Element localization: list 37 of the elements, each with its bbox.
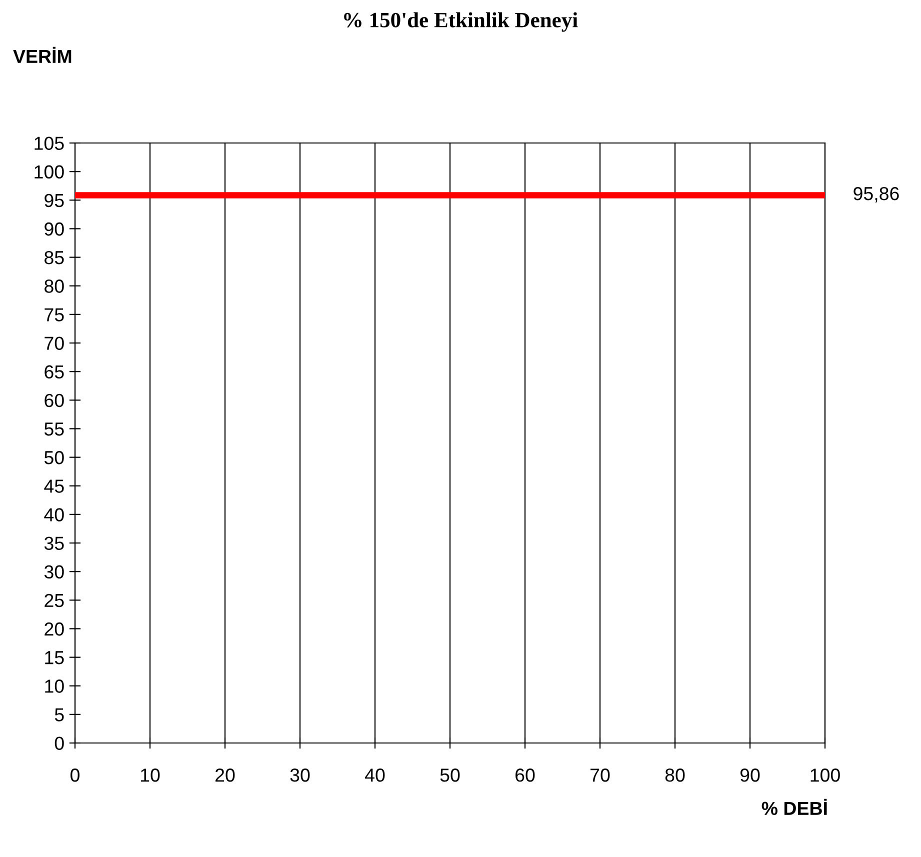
y-tick-label: 65 xyxy=(44,365,64,379)
y-tick-label: 10 xyxy=(45,680,64,693)
y-tick-label: 30 xyxy=(44,565,64,579)
y-tick-label: 90 xyxy=(44,222,64,236)
y-tick-label: 85 xyxy=(44,250,64,264)
y-tick-label: 25 xyxy=(44,594,64,608)
y-tick-label: 15 xyxy=(45,651,64,664)
chart-title: % 150'de Etkinlik Deneyi xyxy=(344,12,578,32)
y-tick-label: 5 xyxy=(54,708,64,722)
y-tick-label: 0 xyxy=(54,736,64,750)
y-tick-label: 40 xyxy=(44,508,64,522)
x-tick-label: 40 xyxy=(365,768,385,782)
y-tick-label: 70 xyxy=(44,336,64,350)
x-tick-label: 90 xyxy=(740,768,760,782)
y-tick-label: 60 xyxy=(44,394,64,408)
y-tick-label: 35 xyxy=(44,536,64,550)
x-tick-label: 70 xyxy=(590,768,610,782)
x-tick-label: 0 xyxy=(70,768,80,782)
y-tick-label: 75 xyxy=(44,308,64,322)
x-tick-label: 60 xyxy=(516,768,535,782)
y-tick-label: 95 xyxy=(44,194,64,208)
x-axis-title: % DEBİ xyxy=(762,798,827,815)
y-tick-label: 20 xyxy=(44,622,64,636)
x-tick-label: 100 xyxy=(810,768,840,782)
x-tick-label: 50 xyxy=(440,768,460,782)
x-tick-label: 80 xyxy=(665,768,685,782)
y-tick-label: 55 xyxy=(44,422,64,436)
ref-line-label: 95,86 xyxy=(854,186,899,202)
y-tick-label: 80 xyxy=(44,280,64,293)
x-tick-label: 10 xyxy=(141,768,160,782)
y-tick-label: 100 xyxy=(34,165,64,179)
x-tick-label: 20 xyxy=(216,768,235,782)
y-tick-label: 50 xyxy=(44,450,64,464)
x-tick-label: 30 xyxy=(290,768,310,782)
y-tick-label: 105 xyxy=(34,136,64,150)
y-tick-label: 45 xyxy=(44,480,64,493)
y-axis-title: VERİM xyxy=(13,46,72,63)
